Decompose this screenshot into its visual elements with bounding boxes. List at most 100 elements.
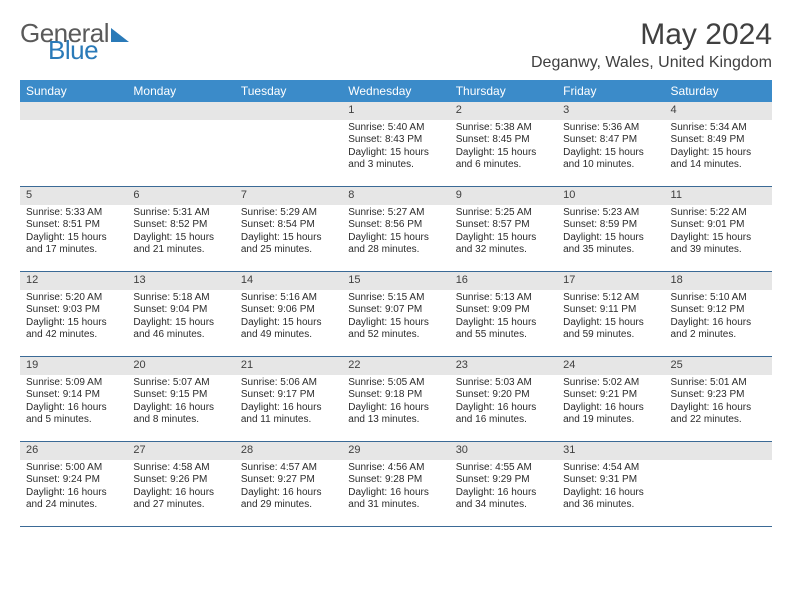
day-cell: 12Sunrise: 5:20 AMSunset: 9:03 PMDayligh… (20, 272, 127, 356)
daylight-line: Daylight: 16 hours and 31 minutes. (348, 487, 443, 512)
daylight-line: Daylight: 16 hours and 11 minutes. (241, 402, 336, 427)
dayofweek-header-cell: Friday (557, 80, 664, 102)
day-number: 11 (665, 187, 772, 205)
sunrise-line: Sunrise: 4:54 AM (563, 462, 658, 475)
day-number: 7 (235, 187, 342, 205)
sunrise-line: Sunrise: 5:29 AM (241, 207, 336, 220)
day-number: 5 (20, 187, 127, 205)
day-body: Sunrise: 5:22 AMSunset: 9:01 PMDaylight:… (665, 205, 772, 261)
day-body: Sunrise: 5:15 AMSunset: 9:07 PMDaylight:… (342, 290, 449, 346)
day-cell: 11Sunrise: 5:22 AMSunset: 9:01 PMDayligh… (665, 187, 772, 271)
dayofweek-header-cell: Monday (127, 80, 234, 102)
sunrise-line: Sunrise: 5:25 AM (456, 207, 551, 220)
day-number: 27 (127, 442, 234, 460)
day-cell: 3Sunrise: 5:36 AMSunset: 8:47 PMDaylight… (557, 102, 664, 186)
dayofweek-header-cell: Thursday (450, 80, 557, 102)
day-body: Sunrise: 5:10 AMSunset: 9:12 PMDaylight:… (665, 290, 772, 346)
day-cell (127, 102, 234, 186)
day-number: 1 (342, 102, 449, 120)
header: General Blue May 2024 Deganwy, Wales, Un… (20, 18, 772, 72)
day-cell: 1Sunrise: 5:40 AMSunset: 8:43 PMDaylight… (342, 102, 449, 186)
day-cell (665, 442, 772, 526)
daylight-line: Daylight: 16 hours and 16 minutes. (456, 402, 551, 427)
day-cell: 21Sunrise: 5:06 AMSunset: 9:17 PMDayligh… (235, 357, 342, 441)
day-cell: 27Sunrise: 4:58 AMSunset: 9:26 PMDayligh… (127, 442, 234, 526)
daylight-line: Daylight: 15 hours and 25 minutes. (241, 232, 336, 257)
day-cell: 25Sunrise: 5:01 AMSunset: 9:23 PMDayligh… (665, 357, 772, 441)
sunrise-line: Sunrise: 5:18 AM (133, 292, 228, 305)
day-body: Sunrise: 5:27 AMSunset: 8:56 PMDaylight:… (342, 205, 449, 261)
day-cell: 4Sunrise: 5:34 AMSunset: 8:49 PMDaylight… (665, 102, 772, 186)
sunrise-line: Sunrise: 5:09 AM (26, 377, 121, 390)
day-cell: 26Sunrise: 5:00 AMSunset: 9:24 PMDayligh… (20, 442, 127, 526)
sunrise-line: Sunrise: 5:12 AM (563, 292, 658, 305)
sunset-line: Sunset: 9:26 PM (133, 474, 228, 487)
daylight-line: Daylight: 15 hours and 59 minutes. (563, 317, 658, 342)
sunrise-line: Sunrise: 5:23 AM (563, 207, 658, 220)
day-cell: 30Sunrise: 4:55 AMSunset: 9:29 PMDayligh… (450, 442, 557, 526)
sunset-line: Sunset: 8:45 PM (456, 134, 551, 147)
day-cell: 24Sunrise: 5:02 AMSunset: 9:21 PMDayligh… (557, 357, 664, 441)
dayofweek-header-row: SundayMondayTuesdayWednesdayThursdayFrid… (20, 80, 772, 102)
daylight-line: Daylight: 16 hours and 29 minutes. (241, 487, 336, 512)
day-body: Sunrise: 5:20 AMSunset: 9:03 PMDaylight:… (20, 290, 127, 346)
sunrise-line: Sunrise: 5:20 AM (26, 292, 121, 305)
day-number: 29 (342, 442, 449, 460)
day-body: Sunrise: 4:56 AMSunset: 9:28 PMDaylight:… (342, 460, 449, 516)
empty-day-bar (665, 442, 772, 460)
sunset-line: Sunset: 9:09 PM (456, 304, 551, 317)
day-cell: 7Sunrise: 5:29 AMSunset: 8:54 PMDaylight… (235, 187, 342, 271)
sunrise-line: Sunrise: 5:10 AM (671, 292, 766, 305)
day-body: Sunrise: 5:18 AMSunset: 9:04 PMDaylight:… (127, 290, 234, 346)
day-body: Sunrise: 5:02 AMSunset: 9:21 PMDaylight:… (557, 375, 664, 431)
day-body: Sunrise: 5:25 AMSunset: 8:57 PMDaylight:… (450, 205, 557, 261)
day-body: Sunrise: 5:36 AMSunset: 8:47 PMDaylight:… (557, 120, 664, 176)
sunset-line: Sunset: 8:49 PM (671, 134, 766, 147)
day-body: Sunrise: 5:12 AMSunset: 9:11 PMDaylight:… (557, 290, 664, 346)
sunset-line: Sunset: 9:29 PM (456, 474, 551, 487)
day-cell: 15Sunrise: 5:15 AMSunset: 9:07 PMDayligh… (342, 272, 449, 356)
day-number: 13 (127, 272, 234, 290)
day-number: 24 (557, 357, 664, 375)
sunset-line: Sunset: 9:18 PM (348, 389, 443, 402)
sunrise-line: Sunrise: 5:16 AM (241, 292, 336, 305)
week-row: 1Sunrise: 5:40 AMSunset: 8:43 PMDaylight… (20, 102, 772, 187)
day-body: Sunrise: 5:06 AMSunset: 9:17 PMDaylight:… (235, 375, 342, 431)
sunset-line: Sunset: 9:06 PM (241, 304, 336, 317)
sunrise-line: Sunrise: 4:56 AM (348, 462, 443, 475)
day-body: Sunrise: 5:00 AMSunset: 9:24 PMDaylight:… (20, 460, 127, 516)
sunset-line: Sunset: 9:11 PM (563, 304, 658, 317)
sunset-line: Sunset: 9:27 PM (241, 474, 336, 487)
day-number: 18 (665, 272, 772, 290)
week-row: 12Sunrise: 5:20 AMSunset: 9:03 PMDayligh… (20, 272, 772, 357)
calendar-grid: SundayMondayTuesdayWednesdayThursdayFrid… (20, 80, 772, 527)
day-cell: 19Sunrise: 5:09 AMSunset: 9:14 PMDayligh… (20, 357, 127, 441)
day-cell: 28Sunrise: 4:57 AMSunset: 9:27 PMDayligh… (235, 442, 342, 526)
calendar-page: General Blue May 2024 Deganwy, Wales, Un… (0, 0, 792, 537)
sunrise-line: Sunrise: 4:58 AM (133, 462, 228, 475)
day-number: 31 (557, 442, 664, 460)
day-body: Sunrise: 5:31 AMSunset: 8:52 PMDaylight:… (127, 205, 234, 261)
day-body: Sunrise: 5:01 AMSunset: 9:23 PMDaylight:… (665, 375, 772, 431)
day-cell (20, 102, 127, 186)
empty-day-bar (127, 102, 234, 120)
month-title: May 2024 (531, 18, 772, 52)
day-number: 25 (665, 357, 772, 375)
daylight-line: Daylight: 16 hours and 8 minutes. (133, 402, 228, 427)
day-number: 28 (235, 442, 342, 460)
dayofweek-header-cell: Tuesday (235, 80, 342, 102)
daylight-line: Daylight: 15 hours and 55 minutes. (456, 317, 551, 342)
day-number: 20 (127, 357, 234, 375)
day-cell: 20Sunrise: 5:07 AMSunset: 9:15 PMDayligh… (127, 357, 234, 441)
daylight-line: Daylight: 15 hours and 17 minutes. (26, 232, 121, 257)
daylight-line: Daylight: 16 hours and 36 minutes. (563, 487, 658, 512)
day-number: 8 (342, 187, 449, 205)
day-number: 16 (450, 272, 557, 290)
day-cell: 31Sunrise: 4:54 AMSunset: 9:31 PMDayligh… (557, 442, 664, 526)
daylight-line: Daylight: 16 hours and 22 minutes. (671, 402, 766, 427)
day-body: Sunrise: 5:03 AMSunset: 9:20 PMDaylight:… (450, 375, 557, 431)
day-body: Sunrise: 5:29 AMSunset: 8:54 PMDaylight:… (235, 205, 342, 261)
day-body: Sunrise: 5:38 AMSunset: 8:45 PMDaylight:… (450, 120, 557, 176)
daylight-line: Daylight: 16 hours and 19 minutes. (563, 402, 658, 427)
day-body: Sunrise: 5:09 AMSunset: 9:14 PMDaylight:… (20, 375, 127, 431)
